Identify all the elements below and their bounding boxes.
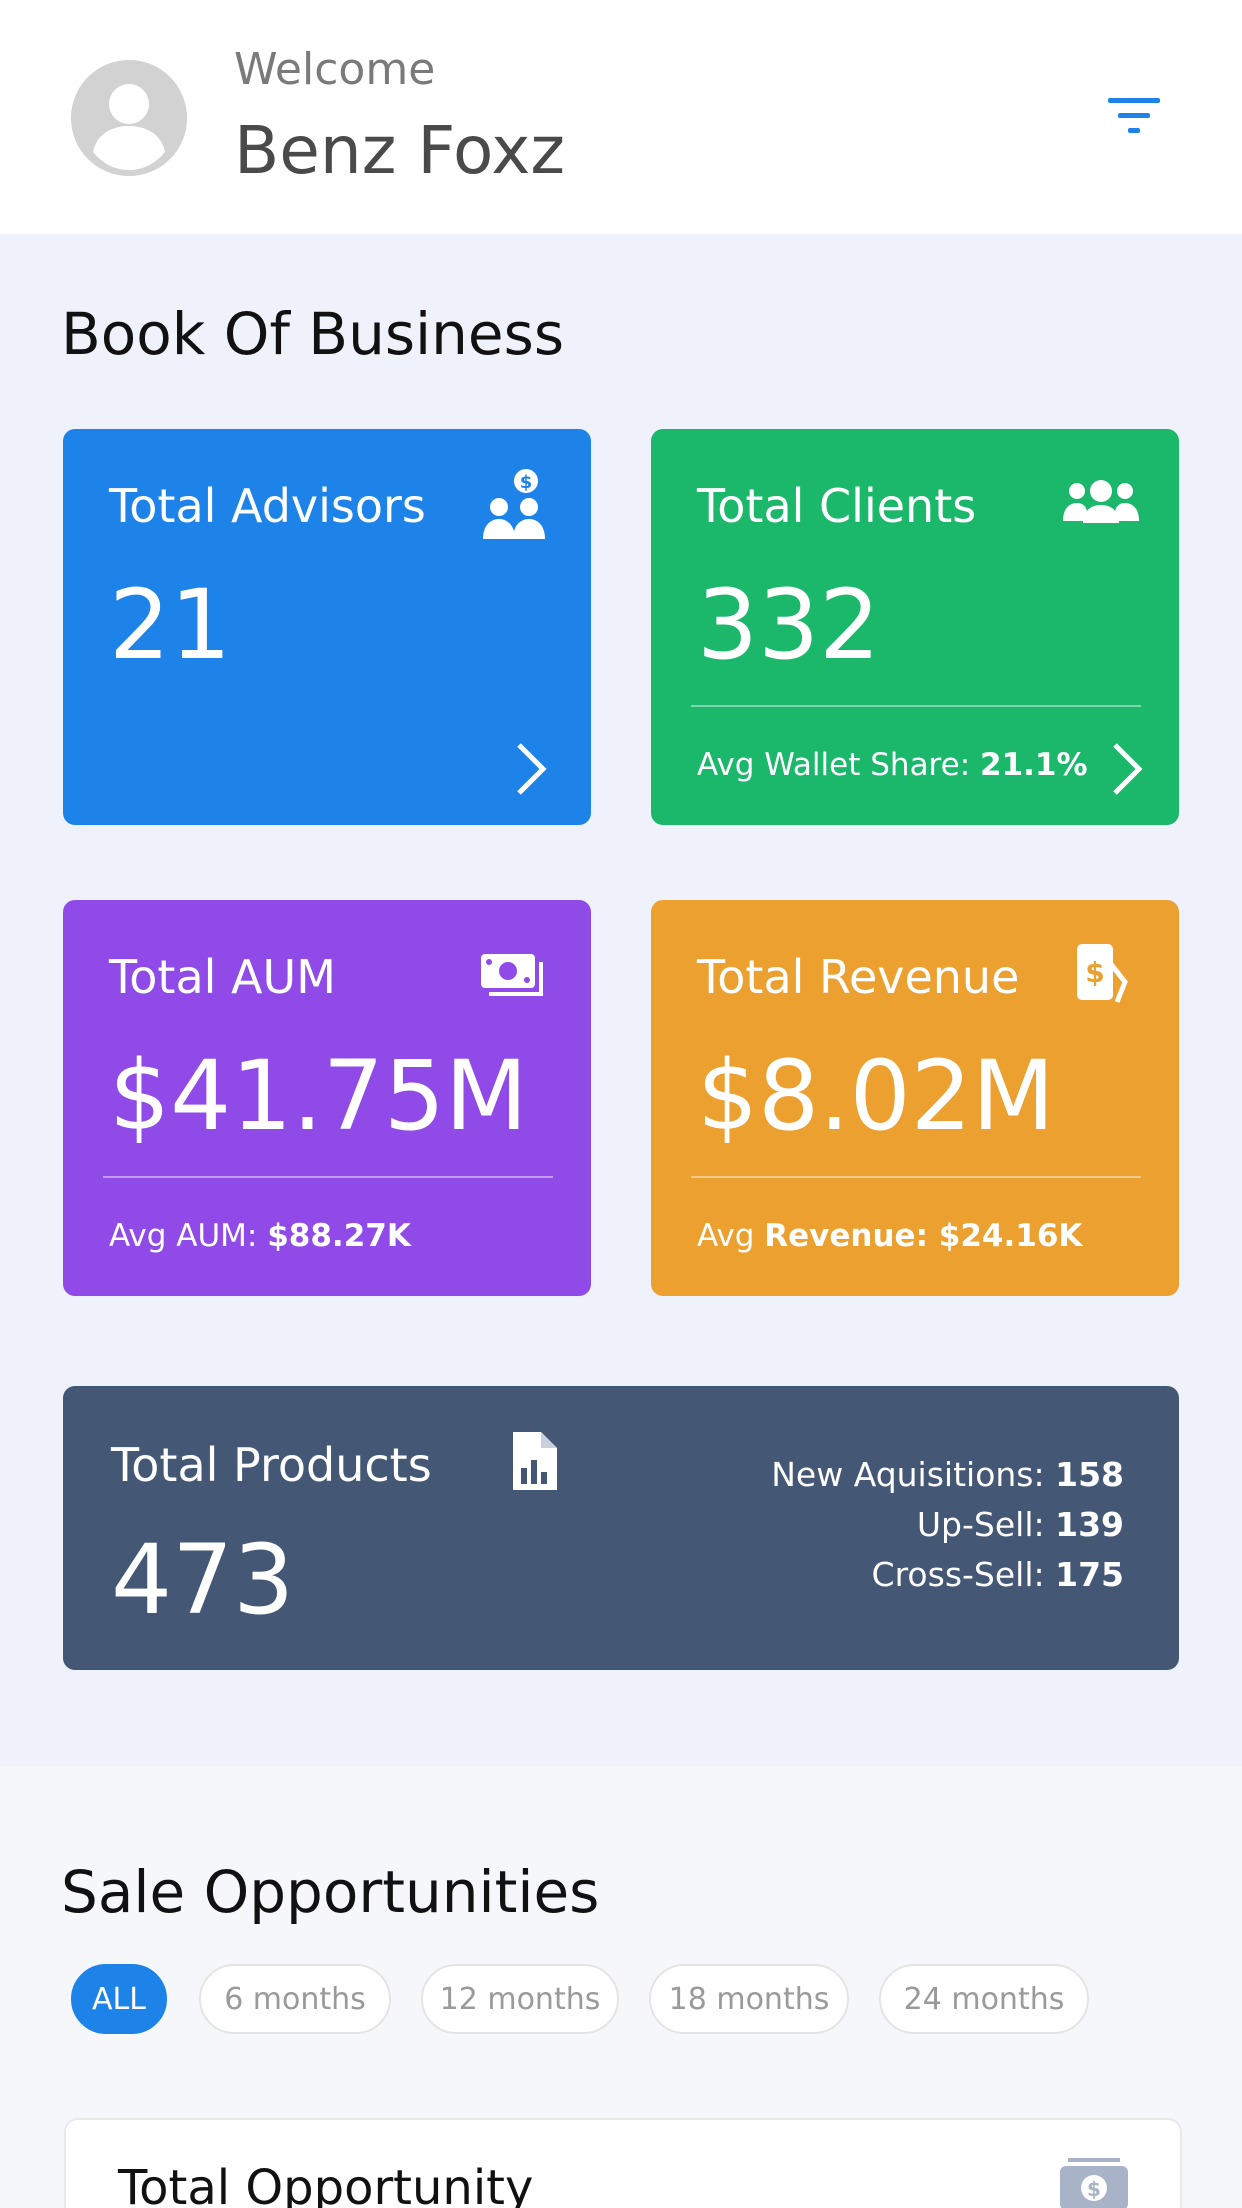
money-bills-icon xyxy=(479,952,545,1000)
advisors-dollar-icon: $ xyxy=(479,467,551,543)
stat-value: 158 xyxy=(1055,1455,1124,1494)
total-products-card[interactable]: Total Products 473 New Aquisitions: 158 … xyxy=(63,1386,1179,1670)
new-acquisitions-stat: New Aquisitions: 158 xyxy=(771,1450,1124,1500)
stat-value: 175 xyxy=(1055,1555,1124,1594)
chip-all[interactable]: ALL xyxy=(71,1964,167,2034)
card-divider xyxy=(103,1176,553,1178)
card-label: Total Opportunity xyxy=(118,2160,534,2208)
total-aum-card[interactable]: Total AUM $41.75M Avg AUM: $88.27K xyxy=(63,900,591,1296)
sub-label: Avg Wallet Share: xyxy=(697,747,980,783)
sale-opportunities-section: Sale Opportunities ALL 6 months 12 month… xyxy=(0,1766,1242,2208)
products-stats: New Aquisitions: 158 Up-Sell: 139 Cross-… xyxy=(771,1450,1124,1600)
user-name: Benz Foxz xyxy=(234,112,565,189)
avg-aum: Avg AUM: $88.27K xyxy=(109,1218,411,1254)
filter-button[interactable] xyxy=(1102,90,1166,140)
avg-revenue: Avg Revenue: $24.16K xyxy=(697,1218,1082,1254)
chip-24-months[interactable]: 24 months xyxy=(879,1964,1089,2034)
money-bill-icon: $ xyxy=(1058,2156,1130,2208)
up-sell-stat: Up-Sell: 139 xyxy=(771,1500,1124,1550)
total-revenue-card[interactable]: Total Revenue $ $8.02M Avg Revenue: $24.… xyxy=(651,900,1179,1296)
section-title: Book Of Business xyxy=(61,300,565,368)
user-avatar-icon xyxy=(71,60,187,176)
welcome-label: Welcome xyxy=(234,44,436,95)
card-divider xyxy=(691,1176,1141,1178)
sub-label: Avg xyxy=(697,1218,765,1254)
book-of-business-section: Book Of Business Total Advisors $ 21 xyxy=(0,234,1242,1766)
total-advisors-card[interactable]: Total Advisors $ 21 xyxy=(63,429,591,825)
avg-wallet-share: Avg Wallet Share: 21.1% xyxy=(697,747,1088,783)
stat-value: 139 xyxy=(1055,1505,1124,1544)
sub-value: 21.1% xyxy=(980,747,1088,783)
total-clients-card[interactable]: Total Clients 332 Avg Wallet Share: 21.1… xyxy=(651,429,1179,825)
total-opportunity-card[interactable]: Total Opportunity $ xyxy=(64,2118,1182,2208)
chevron-right-icon[interactable] xyxy=(1107,739,1147,799)
sub-label: Avg AUM: xyxy=(109,1218,268,1254)
sub-value: $88.27K xyxy=(267,1218,411,1254)
stat-label: Up-Sell: xyxy=(916,1505,1056,1544)
avatar[interactable] xyxy=(71,60,187,176)
cross-sell-stat: Cross-Sell: 175 xyxy=(771,1550,1124,1600)
svg-text:$: $ xyxy=(1087,2177,1101,2201)
card-value: 332 xyxy=(697,569,881,681)
section-title: Sale Opportunities xyxy=(61,1858,600,1926)
card-value: $8.02M xyxy=(697,1040,1055,1152)
revenue-money-icon: $ xyxy=(1075,942,1131,1006)
stat-label: New Aquisitions: xyxy=(771,1455,1056,1494)
card-divider xyxy=(691,705,1141,707)
sub-value: Revenue: $24.16K xyxy=(764,1218,1083,1254)
app-header: Welcome Benz Foxz xyxy=(0,0,1242,234)
svg-text:$: $ xyxy=(520,472,533,493)
card-value: $41.75M xyxy=(109,1040,528,1152)
chip-6-months[interactable]: 6 months xyxy=(199,1964,391,2034)
stat-label: Cross-Sell: xyxy=(871,1555,1056,1594)
chevron-right-icon[interactable] xyxy=(511,739,551,799)
card-label: Total AUM xyxy=(109,950,336,1004)
card-label: Total Advisors xyxy=(109,479,426,533)
card-value: 21 xyxy=(109,569,232,681)
card-label: Total Clients xyxy=(697,479,977,533)
card-value: 473 xyxy=(111,1524,295,1636)
chip-18-months[interactable]: 18 months xyxy=(649,1964,849,2034)
file-chart-icon xyxy=(509,1430,559,1492)
users-group-icon xyxy=(1063,479,1139,525)
card-label: Total Products xyxy=(111,1438,432,1492)
filter-icon xyxy=(1108,98,1160,133)
chip-12-months[interactable]: 12 months xyxy=(421,1964,619,2034)
card-label: Total Revenue xyxy=(697,950,1020,1004)
svg-text:$: $ xyxy=(1085,956,1104,989)
